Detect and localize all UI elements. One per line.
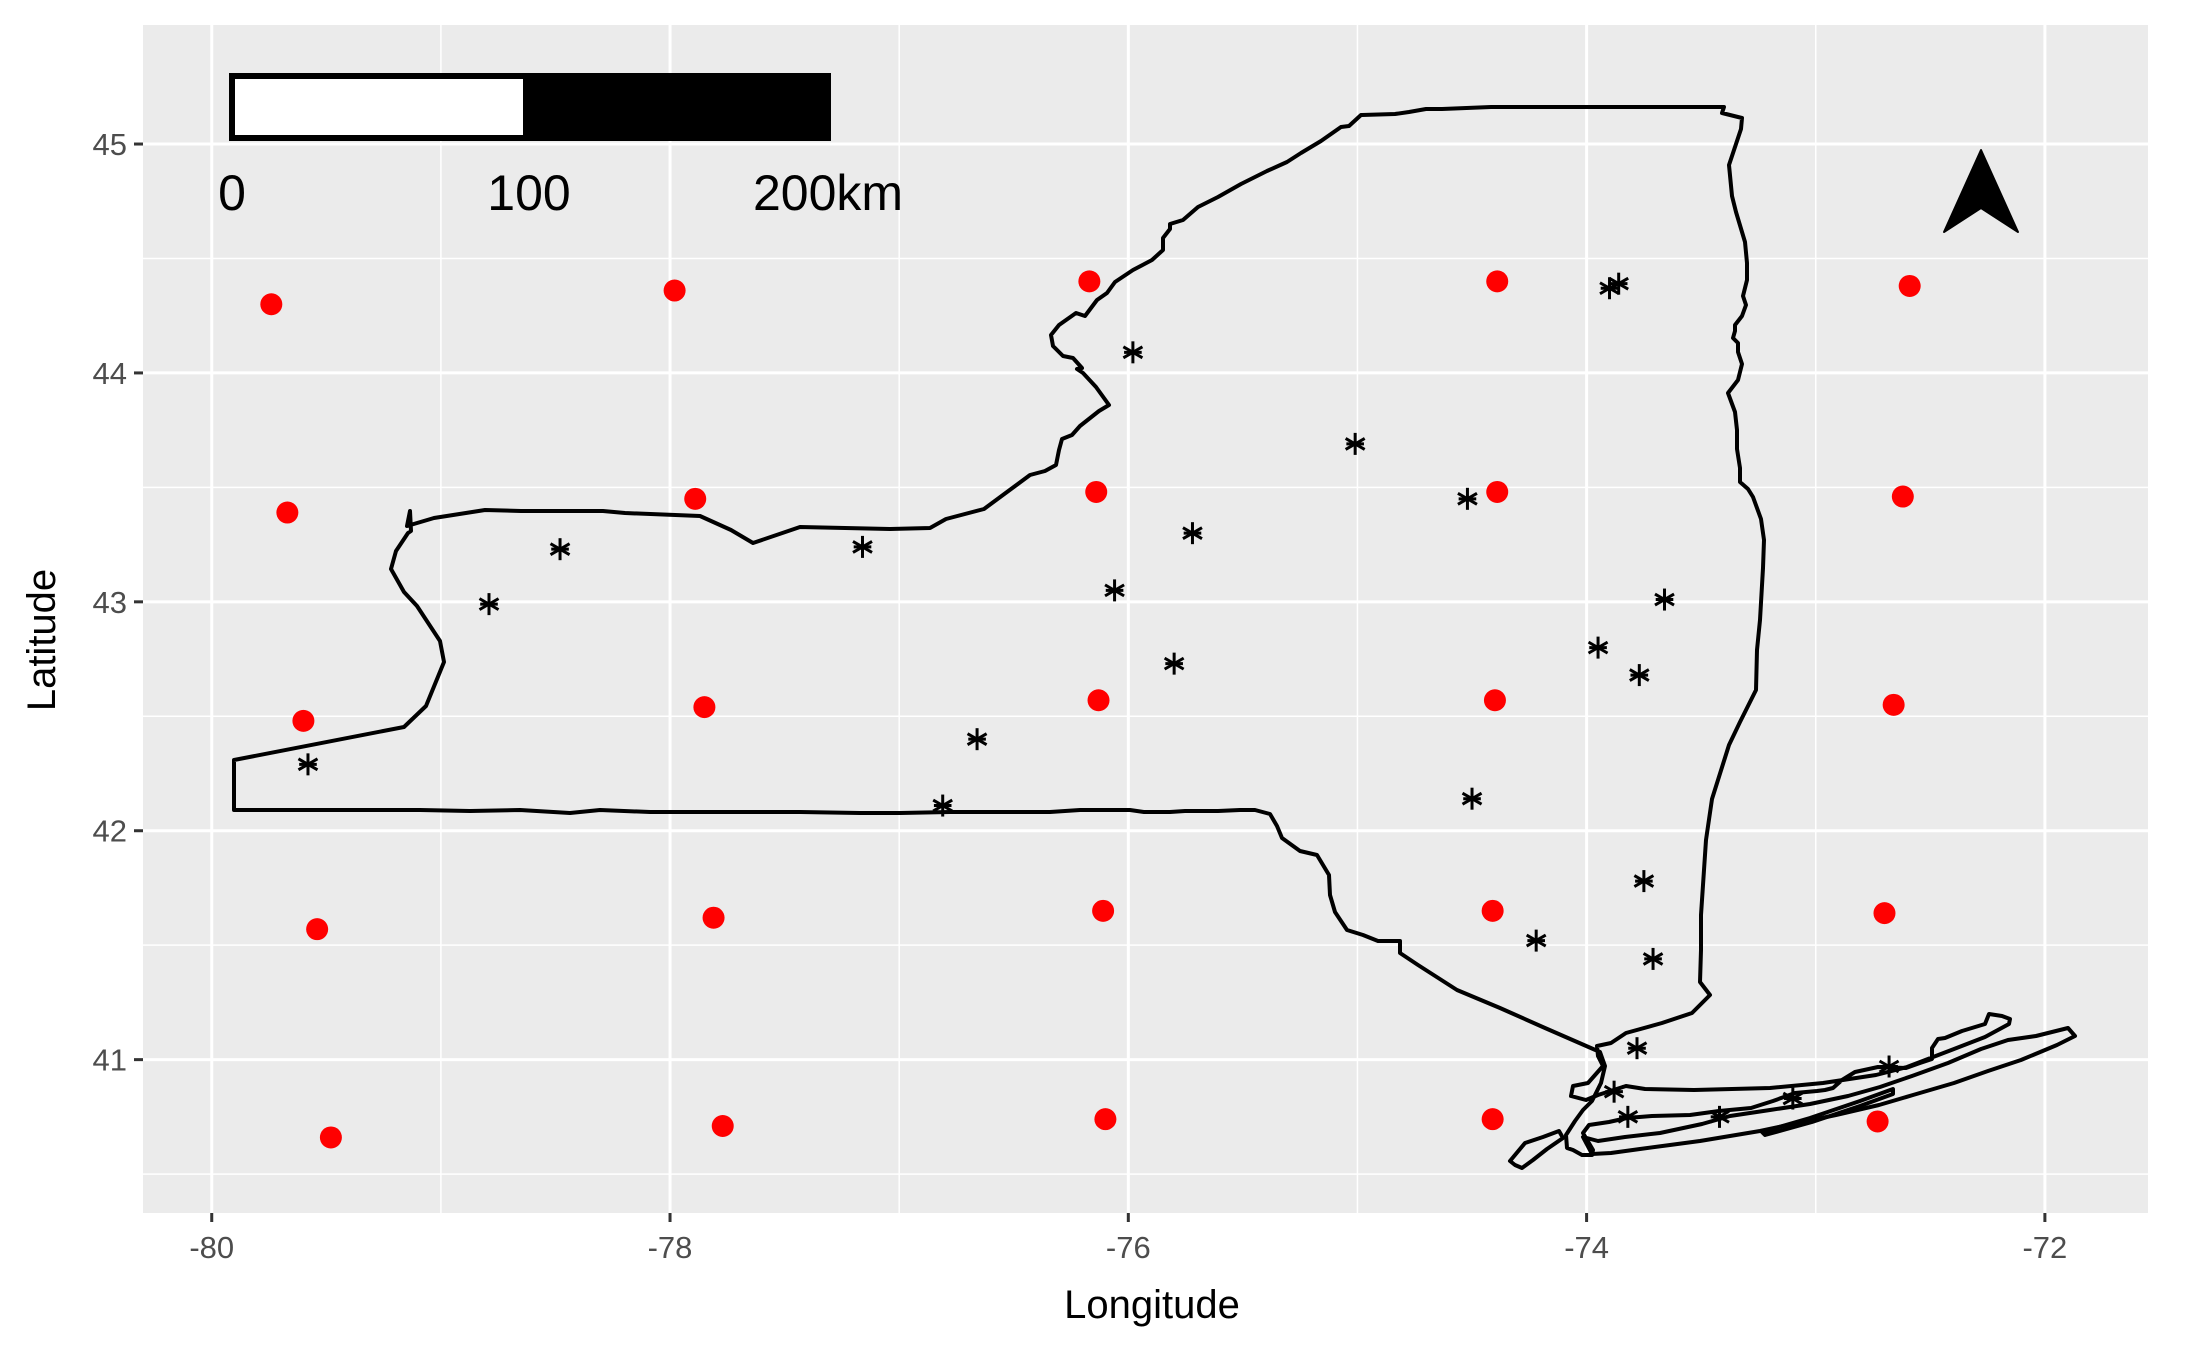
scale-bar-white-segment: [229, 73, 529, 141]
data-points: [260, 270, 1921, 1149]
y-tick-label: 45: [93, 127, 127, 162]
station-asterisk-marker: [1525, 929, 1547, 952]
grid-point-marker: [1866, 1110, 1889, 1133]
station-asterisk-marker: [1608, 272, 1629, 295]
station-asterisk-marker: [1122, 341, 1144, 364]
x-axis-label: Longitude: [1064, 1283, 1240, 1327]
station-asterisk-marker: [1344, 432, 1366, 455]
new-york-state-outline: [232, 105, 2077, 1170]
axes: -80 -78 -76 -74 -72 41 42 43 44 45: [93, 127, 2068, 1265]
station-asterisk-marker: [932, 794, 953, 817]
station-asterisk-marker: [1626, 1037, 1648, 1060]
x-tick-label: -74: [1564, 1230, 1609, 1265]
station-asterisk-marker: [297, 753, 319, 776]
y-tick-label: 42: [93, 814, 127, 849]
long-island-outline: [1581, 1026, 2077, 1156]
scale-bar: 0 100 200km: [218, 73, 903, 221]
new-york-mainland-outline: [232, 105, 2012, 1157]
grid-point-marker: [1882, 693, 1905, 716]
station-asterisk-marker: [1878, 1055, 1900, 1078]
station-asterisk-marker: [1782, 1087, 1804, 1110]
x-tick-label: -80: [189, 1230, 234, 1265]
station-asterisk-marker: [1461, 787, 1483, 810]
y-tick-label: 41: [93, 1043, 127, 1078]
station-asterisk-marker: [1617, 1105, 1639, 1128]
station-asterisk-marker: [1104, 579, 1125, 602]
x-tick-label: -76: [1106, 1230, 1151, 1265]
grid-point-marker: [1092, 899, 1115, 922]
station-asterisk-marker: [1629, 664, 1650, 687]
y-tick-label: 44: [93, 356, 127, 391]
grid-point-marker: [260, 293, 283, 316]
y-axis-label: Latitude: [20, 569, 64, 711]
grid-point-marker: [1891, 485, 1914, 508]
scale-bar-label-0: 0: [218, 165, 246, 221]
station-asterisk-marker: [1163, 652, 1185, 675]
panel-background: [143, 25, 2148, 1213]
y-tick-label: 43: [93, 585, 127, 620]
station-asterisk-marker: [1457, 487, 1478, 510]
grid-point-marker: [1094, 1108, 1117, 1131]
grid-point-marker: [1078, 270, 1101, 293]
grid-point-marker: [711, 1115, 734, 1138]
station-asterisk-marker: [1642, 947, 1664, 970]
x-tick-label: -72: [2022, 1230, 2067, 1265]
scale-bar-label-100: 100: [487, 165, 570, 221]
north-arrow-icon: [1943, 149, 2019, 233]
station-asterisk-marker: [1182, 522, 1203, 545]
grid-point-marker: [1898, 274, 1921, 297]
grid-point-marker: [702, 906, 725, 929]
grid-point-marker: [319, 1126, 342, 1149]
station-asterisk-marker: [1654, 588, 1675, 611]
grid-point-marker: [1873, 902, 1896, 925]
grid-point-marker: [306, 918, 329, 941]
station-asterisk-marker: [1633, 870, 1655, 893]
grid-point-marker: [292, 709, 315, 732]
grid-point-marker: [693, 696, 716, 719]
grid-point-marker: [1481, 1108, 1504, 1131]
grid-point-marker: [1486, 270, 1509, 293]
grid-point-marker: [276, 501, 299, 524]
staten-island-outline: [1508, 1129, 1565, 1170]
grid-lines: [143, 25, 2148, 1213]
scale-bar-label-200km: 200km: [753, 165, 903, 221]
station-asterisk-marker: [1603, 1080, 1625, 1103]
scale-bar-black-segment: [523, 73, 831, 141]
grid-point-marker: [663, 279, 686, 302]
station-asterisk-marker: [966, 728, 988, 751]
north-fork-outline: [1760, 1087, 1895, 1137]
grid-point-marker: [1483, 689, 1506, 712]
grid-point-marker: [684, 487, 707, 510]
station-asterisk-marker: [549, 538, 571, 561]
grid-point-marker: [1486, 480, 1509, 503]
station-asterisk-marker: [1587, 636, 1609, 659]
grid-point-marker: [1087, 689, 1110, 712]
station-asterisk-marker: [1709, 1105, 1730, 1128]
grid-point-marker: [1481, 899, 1504, 922]
x-tick-label: -78: [648, 1230, 693, 1265]
station-asterisk-marker: [852, 535, 873, 558]
grid-point-marker: [1085, 480, 1108, 503]
station-asterisk-marker: [478, 593, 500, 616]
